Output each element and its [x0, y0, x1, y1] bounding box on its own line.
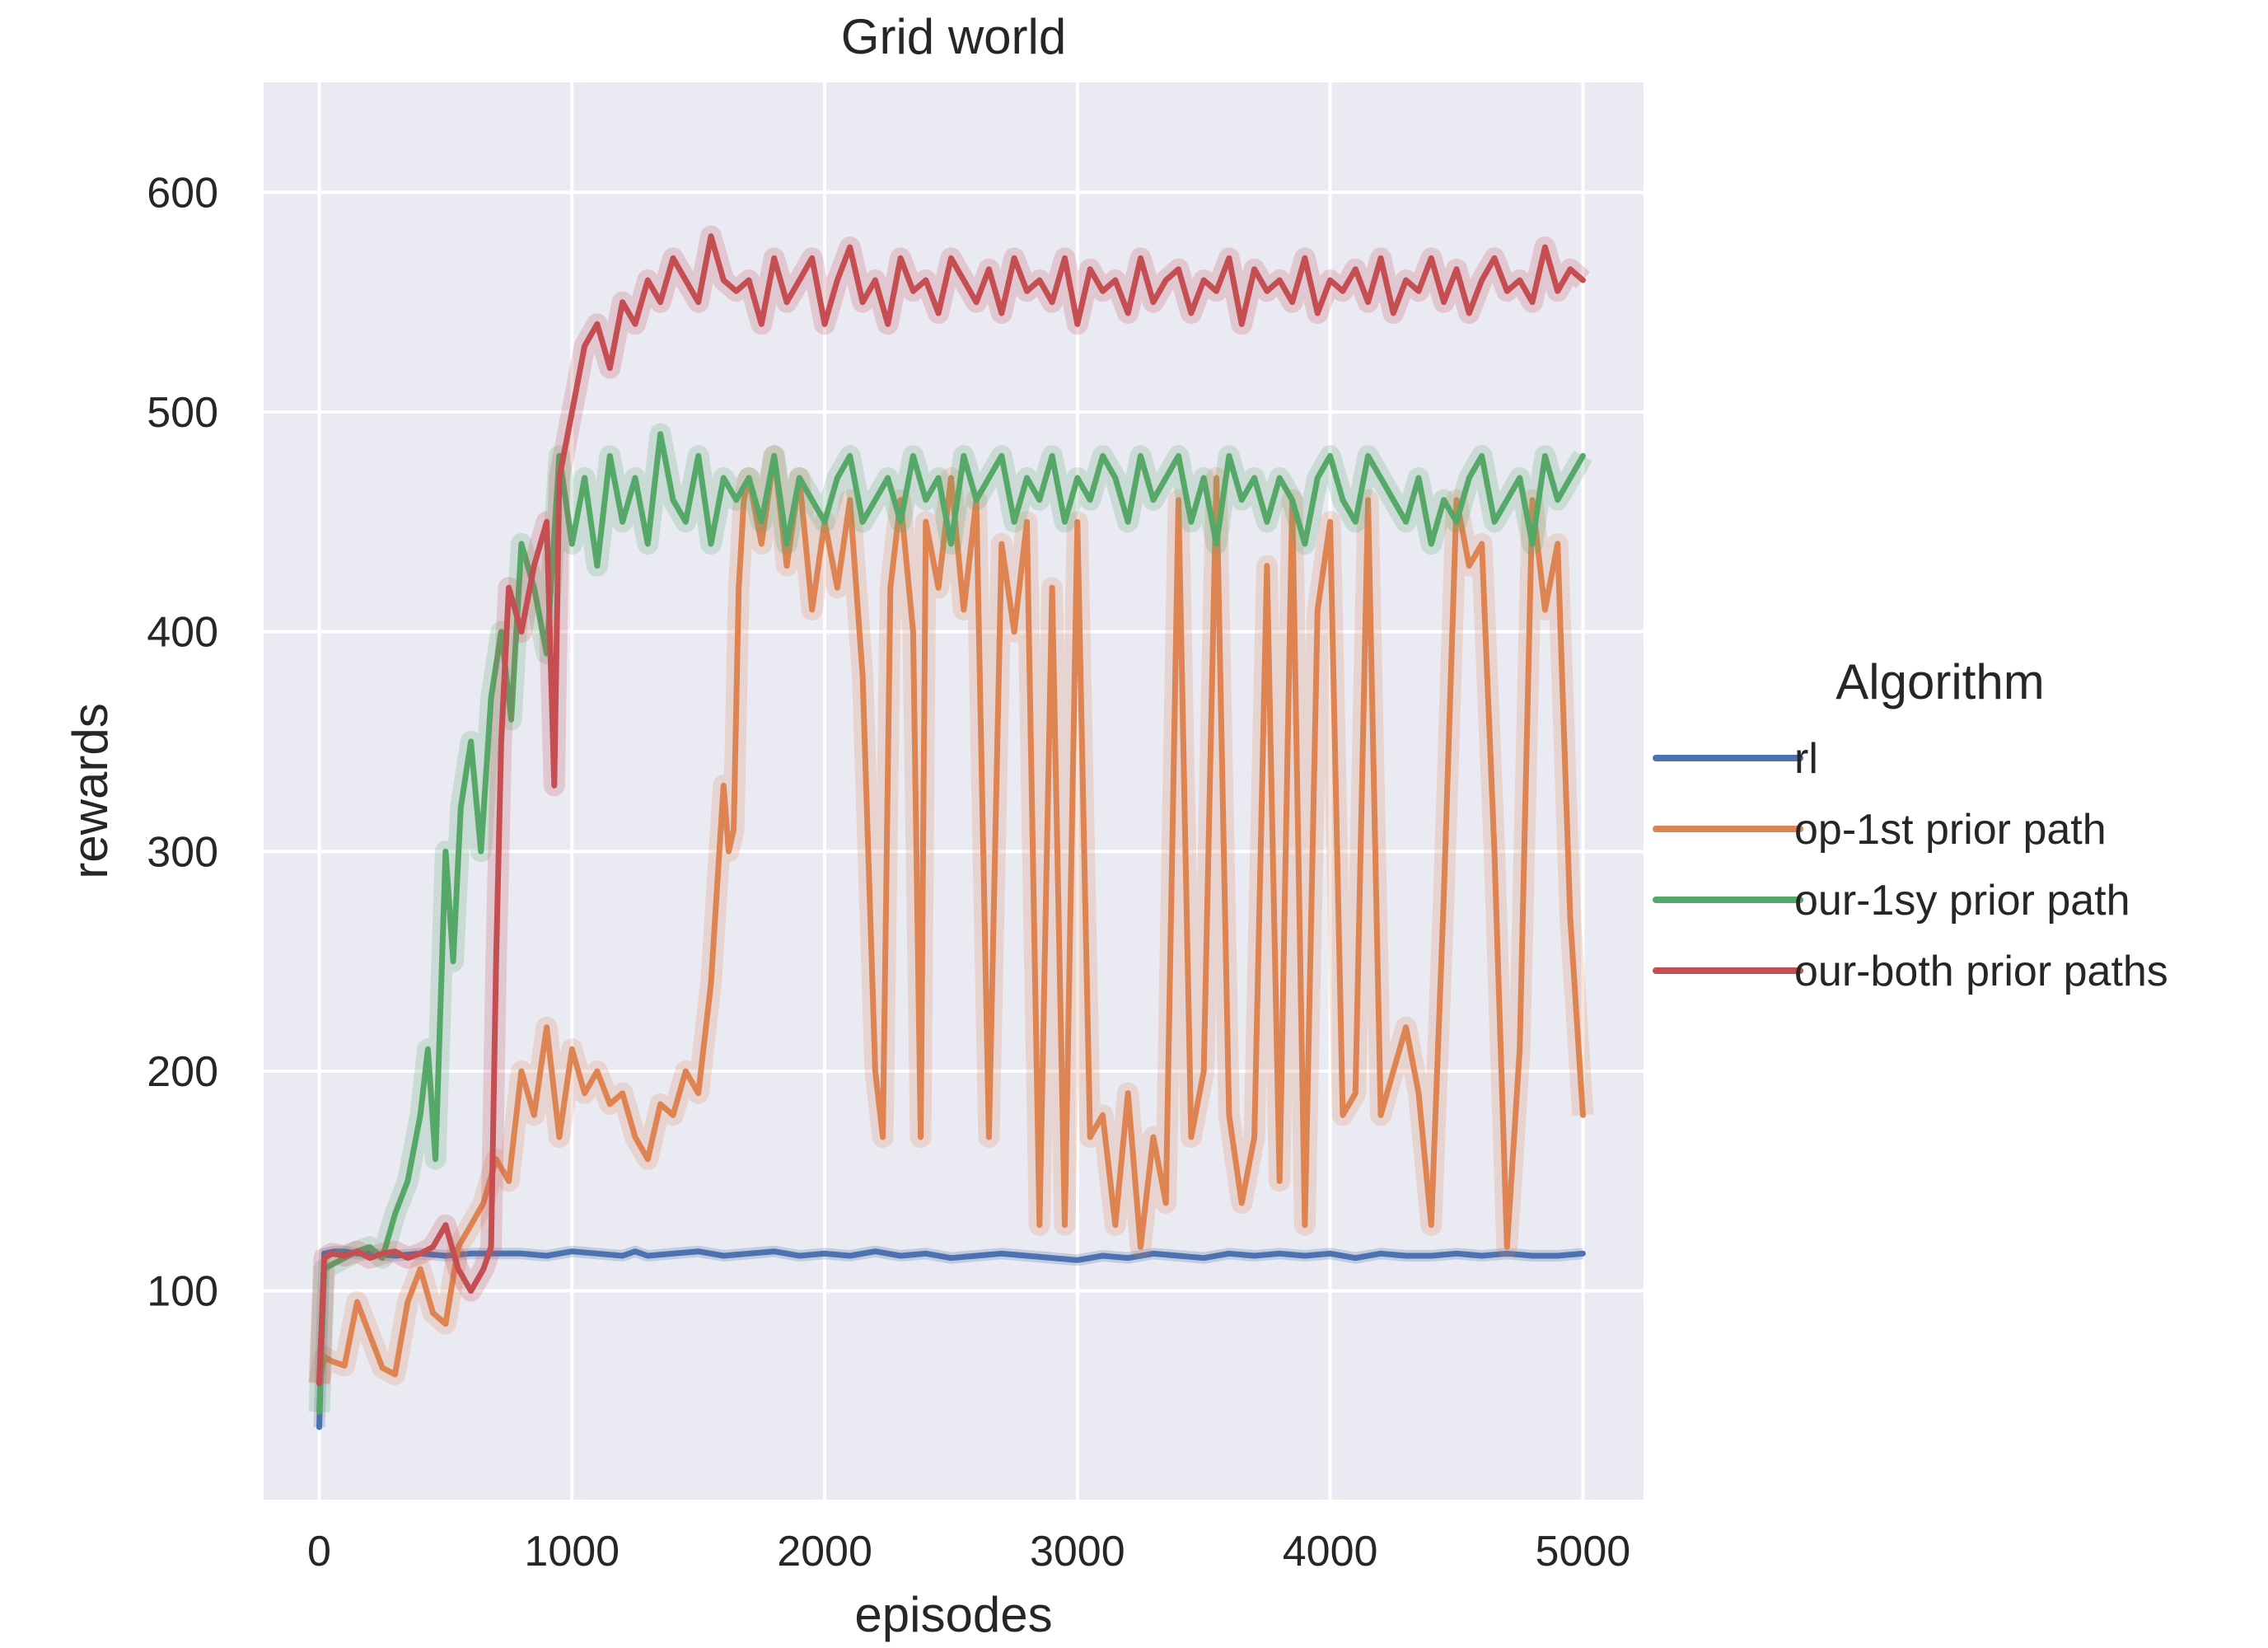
chart-title: Grid world: [841, 9, 1066, 64]
x-tick-label: 4000: [1283, 1528, 1378, 1575]
legend-label-1: op-1st prior path: [1794, 806, 2107, 854]
x-tick-label: 3000: [1030, 1528, 1125, 1575]
y-axis-label: rewards: [63, 703, 118, 878]
x-axis-ticks: 0 1000 2000 3000 4000 5000: [307, 1528, 1630, 1575]
x-tick-label: 2000: [777, 1528, 872, 1575]
plot-area: [264, 82, 1644, 1500]
legend-label-0: rl: [1794, 735, 1818, 783]
y-tick-label: 200: [147, 1048, 218, 1096]
series-line-1: [316, 452, 1586, 1387]
x-tick-label: 0: [307, 1528, 331, 1575]
y-tick-label: 300: [147, 828, 218, 876]
y-axis-ticks: 100 200 300 400 500 600: [147, 169, 218, 1315]
y-tick-label: 100: [147, 1268, 218, 1316]
x-tick-label: 1000: [524, 1528, 620, 1575]
series-line-3: [316, 233, 1586, 1387]
x-axis-label: episodes: [854, 1587, 1052, 1642]
series-line-2: [316, 431, 1586, 1415]
legend-label-2: our-1sy prior path: [1794, 877, 2130, 925]
legend: Algorithm rl op-1st prior path our-1sy pri…: [1653, 654, 2168, 995]
x-tick-label: 5000: [1536, 1528, 1631, 1575]
y-tick-label: 500: [147, 389, 218, 437]
legend-label-3: our-both prior paths: [1794, 948, 2168, 995]
series-lines: [308, 225, 1594, 1430]
y-tick-label: 400: [147, 609, 218, 657]
y-tick-label: 600: [147, 169, 218, 217]
legend-title: Algorithm: [1835, 654, 2044, 709]
series-line-0: [316, 1248, 1586, 1430]
